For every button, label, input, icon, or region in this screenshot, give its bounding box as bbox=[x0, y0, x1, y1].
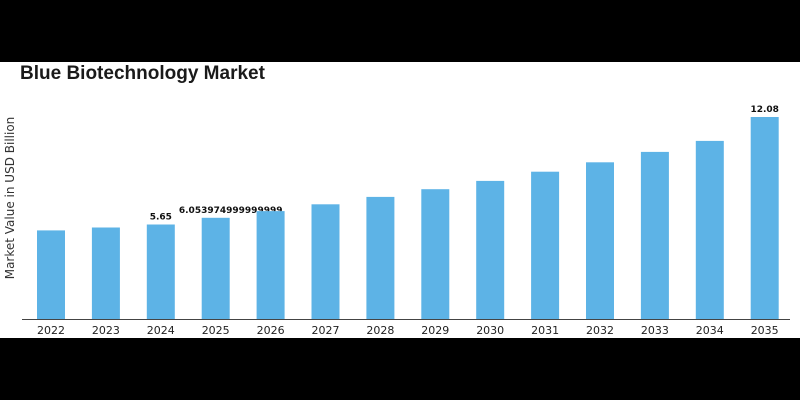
x-tick-label-2031: 2031 bbox=[531, 324, 559, 337]
bar-2032 bbox=[586, 162, 614, 319]
bar-2034 bbox=[695, 140, 724, 319]
bar-2035 bbox=[750, 117, 779, 319]
bar-2027 bbox=[311, 204, 340, 319]
x-tick-label-2025: 2025 bbox=[202, 324, 230, 337]
x-tick-label-2023: 2023 bbox=[92, 324, 120, 337]
data-label-2025: 6.053974999999999 bbox=[179, 206, 283, 216]
x-tick-label-2033: 2033 bbox=[641, 324, 669, 337]
x-tick-label-2027: 2027 bbox=[312, 324, 340, 337]
bar-2023 bbox=[91, 227, 120, 319]
bar-2030 bbox=[476, 180, 505, 319]
bar-2029 bbox=[421, 189, 450, 319]
x-tick-label-2035: 2035 bbox=[751, 324, 779, 337]
x-tick-label-2030: 2030 bbox=[476, 324, 504, 337]
x-tick-label-2022: 2022 bbox=[37, 324, 65, 337]
bar-2033 bbox=[640, 151, 669, 319]
chart-title: Blue Biotechnology Market bbox=[20, 63, 265, 84]
bar-2031 bbox=[531, 171, 560, 319]
data-label-2024: 5.65 bbox=[150, 213, 172, 223]
bar-2028 bbox=[366, 196, 395, 319]
x-tick-label-2028: 2028 bbox=[366, 324, 394, 337]
chart-panel: Blue Biotechnology Market Market Value i… bbox=[0, 62, 800, 338]
x-tick-label-2032: 2032 bbox=[586, 324, 614, 337]
x-tick-label-2034: 2034 bbox=[696, 324, 724, 337]
bar-2024 bbox=[146, 224, 175, 319]
bar-2025 bbox=[201, 217, 230, 319]
bar-2022 bbox=[37, 230, 65, 319]
bar-chart: 2022 2023 2024 5.65 2025 6.053974999999999 202… bbox=[22, 105, 790, 337]
x-tick-label-2024: 2024 bbox=[147, 324, 175, 337]
x-tick-label-2029: 2029 bbox=[421, 324, 449, 337]
bar-2026 bbox=[256, 211, 285, 319]
x-tick-label-2026: 2026 bbox=[257, 324, 285, 337]
data-label-2035: 12.08 bbox=[750, 105, 778, 115]
